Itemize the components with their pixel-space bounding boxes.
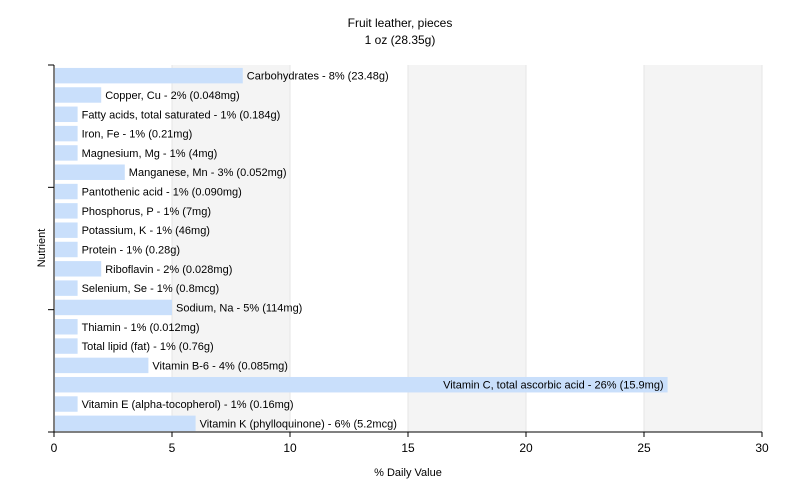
bar bbox=[55, 203, 78, 219]
y-axis-label: Nutrient bbox=[36, 229, 48, 268]
bar bbox=[55, 415, 196, 432]
grid-band bbox=[526, 65, 644, 432]
bar-label: Vitamin C, total ascorbic acid - 26% (15… bbox=[443, 380, 664, 392]
bar-label: Carbohydrates - 8% (23.48g) bbox=[247, 71, 389, 83]
bar bbox=[55, 164, 125, 180]
x-tick-label: 5 bbox=[169, 441, 176, 455]
x-ticks: 0 5 10 15 20 25 30 bbox=[51, 432, 769, 455]
bar bbox=[55, 338, 78, 354]
bar-label: Iron, Fe - 1% (0.21mg) bbox=[82, 129, 193, 141]
bar bbox=[55, 125, 78, 142]
bar bbox=[55, 261, 102, 277]
bar-label: Protein - 1% (0.28g) bbox=[82, 245, 180, 257]
bar-label: Pantothenic acid - 1% (0.090mg) bbox=[82, 187, 242, 199]
bar bbox=[55, 396, 78, 412]
x-tick-label: 25 bbox=[637, 441, 651, 455]
bars-group: Carbohydrates - 8% (23.48g) Copper, Cu - … bbox=[55, 67, 668, 432]
bar bbox=[55, 67, 243, 84]
bar-label: Vitamin K (phylloquinone) - 6% (5.2mcg) bbox=[200, 418, 397, 430]
bar bbox=[55, 299, 172, 316]
grid-band bbox=[408, 65, 526, 432]
bar bbox=[55, 376, 668, 393]
x-tick-label: 10 bbox=[283, 441, 297, 455]
bar-label: Vitamin E (alpha-tocopherol) - 1% (0.16m… bbox=[82, 399, 294, 411]
bar-label: Manganese, Mn - 3% (0.052mg) bbox=[129, 167, 287, 179]
bar bbox=[55, 280, 78, 296]
bar-label: Sodium, Na - 5% (114mg) bbox=[176, 302, 302, 314]
x-axis-label: % Daily Value bbox=[374, 467, 442, 479]
bar-label: Magnesium, Mg - 1% (4mg) bbox=[82, 148, 218, 160]
bar bbox=[55, 222, 78, 238]
bar bbox=[55, 183, 78, 200]
grid-band bbox=[644, 65, 762, 432]
bar bbox=[55, 145, 78, 161]
bar-label: Riboflavin - 2% (0.028mg) bbox=[105, 264, 232, 276]
bar bbox=[55, 87, 102, 103]
axes: 0 5 10 15 20 25 30 bbox=[48, 64, 769, 455]
grid-band bbox=[290, 65, 408, 432]
x-tick-label: 30 bbox=[755, 441, 769, 455]
bar-label: Copper, Cu - 2% (0.048mg) bbox=[105, 90, 240, 102]
chart-title: Fruit leather, pieces bbox=[348, 16, 453, 30]
grid-band bbox=[172, 65, 290, 432]
x-tick-label: 0 bbox=[51, 441, 58, 455]
grid-bands bbox=[54, 65, 763, 432]
x-tick-label: 15 bbox=[401, 441, 415, 455]
bar-label: Vitamin B-6 - 4% (0.085mg) bbox=[152, 360, 288, 372]
bar bbox=[55, 319, 78, 335]
bar-label: Thiamin - 1% (0.012mg) bbox=[82, 322, 200, 334]
bar-label: Potassium, K - 1% (46mg) bbox=[82, 225, 210, 237]
bar-label: Total lipid (fat) - 1% (0.76g) bbox=[82, 341, 214, 353]
bar-label: Phosphorus, P - 1% (7mg) bbox=[82, 206, 211, 218]
bar-label: Selenium, Se - 1% (0.8mcg) bbox=[82, 283, 220, 295]
bar bbox=[55, 357, 149, 374]
x-tick-label: 20 bbox=[519, 441, 533, 455]
y-ticks bbox=[48, 64, 54, 433]
bar bbox=[55, 106, 78, 123]
bar-label: Fatty acids, total saturated - 1% (0.184… bbox=[82, 109, 281, 121]
chart-subtitle: 1 oz (28.35g) bbox=[365, 33, 436, 47]
bar bbox=[55, 241, 78, 258]
